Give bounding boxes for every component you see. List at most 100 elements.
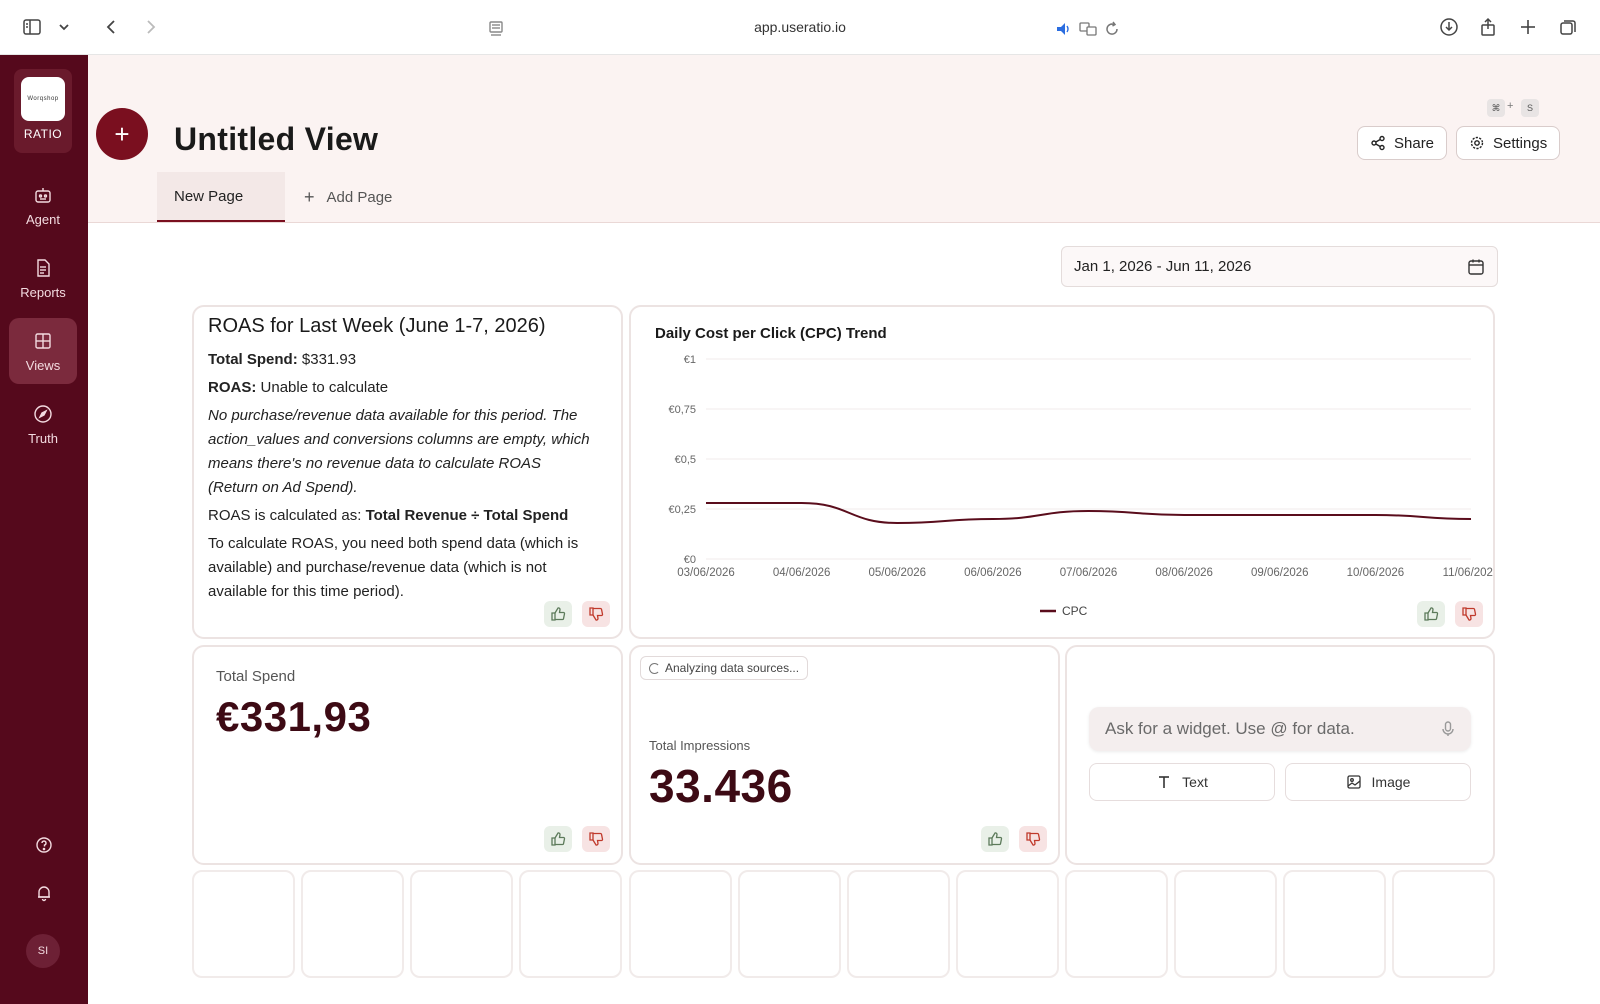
robot-icon [35,188,51,203]
thumbs-down-button[interactable] [582,601,610,627]
note-line: action_values and conversions columns ar… [208,431,590,448]
empty-grid-slot[interactable] [847,870,950,978]
workspace-logo: Worqshop [21,77,65,121]
text-button-label: Text [1182,774,1208,790]
add-page-label: Add Page [326,188,393,206]
kpi-label: Total Impressions [649,738,751,753]
new-tab-icon[interactable] [1516,15,1540,39]
share-label: Share [1394,134,1435,152]
chevron-down-icon[interactable] [52,15,76,39]
reload-icon[interactable] [1100,17,1124,41]
share-button[interactable]: Share [1357,126,1448,160]
thumbs-up-icon [988,832,1003,846]
roas-label: ROAS: [208,379,257,396]
thumbs-down-button[interactable] [582,826,610,852]
empty-grid-slot[interactable] [301,870,404,978]
widget-creator: Text Image [1065,645,1495,865]
formula-line: ROAS is calculated as: Total Revenue ÷ T… [208,504,568,528]
cpc-chart-widget[interactable]: Daily Cost per Click (CPC) Trend €0 €0,25… [629,305,1495,639]
image-button-label: Image [1371,774,1411,790]
add-image-widget-button[interactable]: Image [1285,763,1471,801]
address-bar[interactable]: app.useratio.io [474,11,1126,45]
y-tick-label: €0,75 [668,404,696,416]
empty-grid-slot[interactable] [192,870,295,978]
translate-icon[interactable] [1076,17,1100,41]
x-tick-label: 05/06/2026 [868,567,926,579]
x-tick-label: 08/06/2026 [1155,567,1213,579]
avatar[interactable]: SI [26,934,60,968]
bell-icon[interactable] [34,883,54,903]
ask-widget-input[interactable] [1105,719,1425,739]
cpc-series-line [706,502,1472,525]
thumbs-down-icon [589,607,604,621]
empty-grid-slot[interactable] [1283,870,1386,978]
x-tick-label: 03/06/2026 [677,567,735,579]
add-text-widget-button[interactable]: Text [1089,763,1275,801]
empty-grid-slot[interactable] [629,870,732,978]
tab-label: New Page [174,187,244,205]
back-arrow-icon[interactable] [100,15,124,39]
total-impressions-widget[interactable]: Analyzing data sources... Total Impressi… [629,645,1060,865]
thumbs-up-icon [551,832,566,846]
thumbs-down-icon [1026,832,1041,846]
add-page-button[interactable]: + Add Page [304,172,392,222]
tab-overview-icon[interactable] [1556,15,1580,39]
analyzing-status: Analyzing data sources... [640,656,809,680]
microphone-icon[interactable] [1439,720,1457,738]
shortcut-key: S [1521,99,1539,117]
sidebar-item-reports[interactable]: Reports [9,245,77,311]
thumbs-up-button[interactable] [544,601,572,627]
kpi-value: 33.436 [649,760,793,812]
formula: Total Revenue ÷ Total Spend [365,507,569,524]
empty-grid-slot[interactable] [1065,870,1168,978]
share-sheet-icon[interactable] [1476,15,1500,39]
spend-value: $331.93 [301,351,357,368]
sidebar-item-label: Views [25,358,61,373]
download-icon[interactable] [1437,15,1461,39]
browser-toolbar: app.useratio.io [0,0,1600,55]
empty-grid-slot[interactable] [738,870,841,978]
sidebar-item-truth[interactable]: Truth [9,391,77,457]
thumbs-up-icon [1424,607,1439,621]
text-icon [1159,776,1170,788]
settings-button[interactable]: Settings [1456,126,1561,160]
empty-grid-slot[interactable] [1392,870,1495,978]
thumbs-up-button[interactable] [544,826,572,852]
roas-text-widget[interactable]: ROAS for Last Week (June 1-7, 2026) Tota… [192,305,623,639]
spend-label: Total Spend: [208,351,298,368]
speaker-icon[interactable] [1052,17,1076,41]
help-icon[interactable] [34,835,54,855]
note-line: (Return on Ad Spend). [208,479,358,496]
empty-grid-slot[interactable] [519,870,622,978]
x-tick-label: 06/06/2026 [964,567,1022,579]
kpi-label: Total Spend [216,668,296,685]
compass-icon [34,405,52,423]
total-spend-widget[interactable]: Total Spend €331,93 [192,645,623,865]
thumbs-up-icon [551,607,566,621]
thumbs-down-button[interactable] [1455,601,1483,627]
workspace-switcher[interactable]: Worqshop RATIO [14,69,72,153]
thumbs-up-button[interactable] [1417,601,1445,627]
legend-label: CPC [1062,604,1088,618]
shortcut-key: ⌘ [1487,99,1505,117]
thumbs-down-icon [589,832,604,846]
empty-grid-slot[interactable] [956,870,1059,978]
tab-new-page[interactable]: New Page [157,172,285,222]
ask-widget-box[interactable] [1089,707,1471,751]
forward-arrow-icon[interactable] [138,15,162,39]
reader-icon[interactable] [484,17,508,41]
grid-icon [35,333,51,349]
add-widget-button[interactable]: + [96,108,148,160]
sidebar-item-views[interactable]: Views [9,318,77,384]
date-range-picker[interactable]: Jan 1, 2026 - Jun 11, 2026 [1061,246,1498,287]
page-title[interactable]: Untitled View [174,121,379,157]
thumbs-down-button[interactable] [1019,826,1047,852]
sidebar-toggle-icon[interactable] [20,15,44,39]
empty-grid-slot[interactable] [410,870,513,978]
sidebar-item-agent[interactable]: Agent [9,172,77,238]
thumbs-up-button[interactable] [981,826,1009,852]
explain-line: available) and purchase/revenue data (wh… [208,559,547,576]
sidebar-item-label: Agent [26,212,60,227]
empty-grid-slot[interactable] [1174,870,1277,978]
note-line: means there's no revenue data to calcula… [208,455,542,472]
